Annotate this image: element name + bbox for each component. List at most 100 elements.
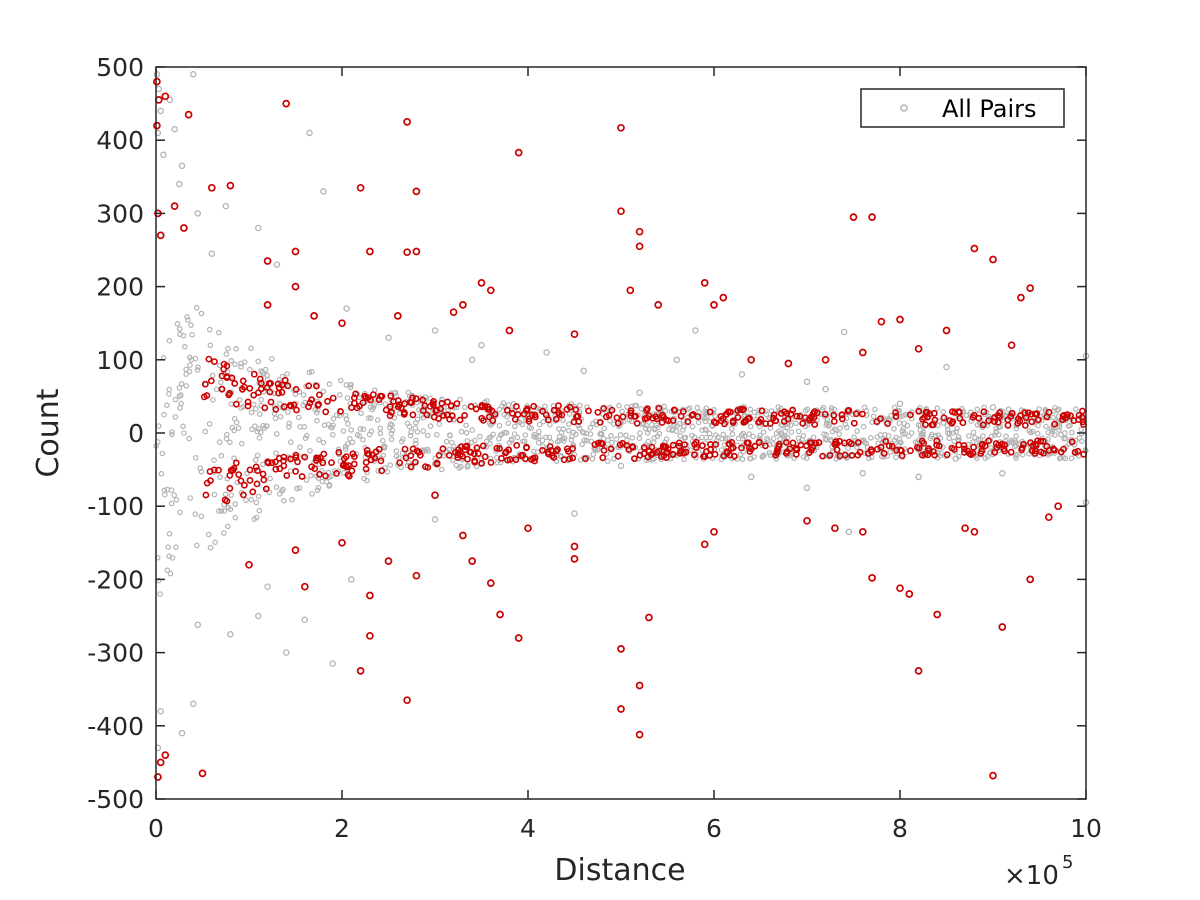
highlighted-point xyxy=(1017,293,1025,302)
highlighted-point xyxy=(858,527,867,536)
x-tick-label: 4 xyxy=(520,814,536,843)
highlighted-point xyxy=(868,213,876,221)
y-tick-label: 500 xyxy=(96,53,144,82)
highlighted-point xyxy=(849,213,858,221)
x-tick-label: 8 xyxy=(892,814,908,843)
all-pairs-point xyxy=(543,349,550,356)
highlighted-point xyxy=(153,121,161,130)
all-pairs-point xyxy=(822,385,829,393)
y-tick-label: -300 xyxy=(87,639,144,668)
highlighted-point xyxy=(300,582,309,591)
highlighted-point xyxy=(961,524,969,533)
all-pairs-point xyxy=(803,484,811,492)
x-tick-label: 0 xyxy=(148,814,164,843)
highlighted-point xyxy=(905,590,914,598)
all-pairs-point xyxy=(692,327,699,334)
highlighted-point xyxy=(896,315,904,324)
all-pairs-point xyxy=(943,363,950,371)
highlighted-point xyxy=(282,99,291,108)
highlighted-point xyxy=(635,730,644,739)
all-pairs-point xyxy=(999,470,1006,477)
all-pairs-point xyxy=(747,473,755,481)
highlighted-point xyxy=(184,110,193,119)
highlighted-point xyxy=(914,344,923,353)
x-axis: 0 2 4 6 8 10 xyxy=(148,67,1102,843)
highlighted-point xyxy=(803,516,811,525)
highlighted-point xyxy=(459,531,467,540)
all-pairs-point xyxy=(431,516,439,523)
all-pairs-point xyxy=(282,649,290,656)
highlighted-point xyxy=(635,227,644,236)
highlighted-point xyxy=(156,231,165,240)
highlighted-point xyxy=(617,207,625,216)
all-pairs-point xyxy=(343,305,350,312)
highlighted-point xyxy=(989,255,997,264)
all-pairs-point xyxy=(273,261,281,268)
highlighted-point xyxy=(263,301,272,309)
highlighted-point xyxy=(338,538,346,547)
all-pairs-point xyxy=(178,162,186,170)
legend: All Pairs xyxy=(860,88,1065,128)
highlighted-point xyxy=(858,348,867,357)
all-pairs-point xyxy=(738,371,746,378)
all-pairs-point xyxy=(348,576,355,583)
svg-text:×10: ×10 xyxy=(1004,861,1059,891)
all-pairs-point xyxy=(329,660,336,667)
all-pairs-point xyxy=(189,700,197,708)
highlighted-point xyxy=(514,148,523,157)
highlighted-point xyxy=(570,555,579,563)
all-pairs-point xyxy=(208,250,216,257)
all-pairs-point xyxy=(194,621,202,629)
x-tick-label: 2 xyxy=(334,814,350,843)
highlighted-point xyxy=(384,557,393,565)
svg-text:5: 5 xyxy=(1062,852,1073,873)
highlighted-point xyxy=(896,584,904,593)
highlighted-point xyxy=(635,681,644,690)
all-pairs-point xyxy=(189,71,197,78)
y-tick-label: 0 xyxy=(128,419,144,448)
highlighted-point xyxy=(626,286,635,295)
all-pairs-point xyxy=(153,71,161,78)
all-pairs-point xyxy=(915,473,922,481)
highlighted-point xyxy=(366,247,374,256)
highlighted-point xyxy=(468,557,477,565)
all-pairs-point xyxy=(194,210,202,217)
all-pairs-point xyxy=(255,224,262,232)
all-pairs-point xyxy=(636,389,643,396)
highlighted-point xyxy=(486,286,495,295)
legend-marker-icon xyxy=(900,104,908,112)
highlighted-point xyxy=(1044,513,1053,522)
highlighted-point xyxy=(170,202,179,210)
x-axis-title: Distance xyxy=(554,853,685,888)
highlighted-point xyxy=(291,247,300,256)
highlighted-point xyxy=(505,326,514,335)
all-pairs-point xyxy=(673,356,681,364)
highlighted-point xyxy=(310,312,318,320)
highlighted-point xyxy=(970,527,979,536)
all-pairs-point xyxy=(301,616,309,623)
highlighted-point xyxy=(207,183,216,192)
highlighted-point xyxy=(366,591,374,600)
highlighted-point xyxy=(156,758,165,767)
highlighted-point xyxy=(412,187,421,196)
all-pairs-point xyxy=(171,125,178,133)
highlighted-point xyxy=(1026,575,1035,584)
all-pairs-point xyxy=(580,367,588,375)
highlighted-point xyxy=(449,308,458,317)
highlighted-point xyxy=(645,613,653,622)
all-pairs-point xyxy=(320,188,327,195)
highlighted-point xyxy=(245,560,253,569)
highlighted-point xyxy=(942,326,951,335)
x-axis-exponent: ×10 5 xyxy=(1004,852,1073,891)
all-pairs-point xyxy=(952,455,960,462)
y-tick-label: 100 xyxy=(96,346,144,375)
highlighted-point xyxy=(291,546,300,554)
series-highlighted xyxy=(153,77,1088,781)
highlighted-point xyxy=(970,244,979,253)
y-tick-label: -200 xyxy=(87,565,144,594)
highlighted-point xyxy=(412,571,421,580)
highlighted-point xyxy=(700,540,709,549)
highlighted-point xyxy=(496,610,504,619)
highlighted-point xyxy=(356,183,365,192)
all-pairs-point xyxy=(431,327,439,334)
